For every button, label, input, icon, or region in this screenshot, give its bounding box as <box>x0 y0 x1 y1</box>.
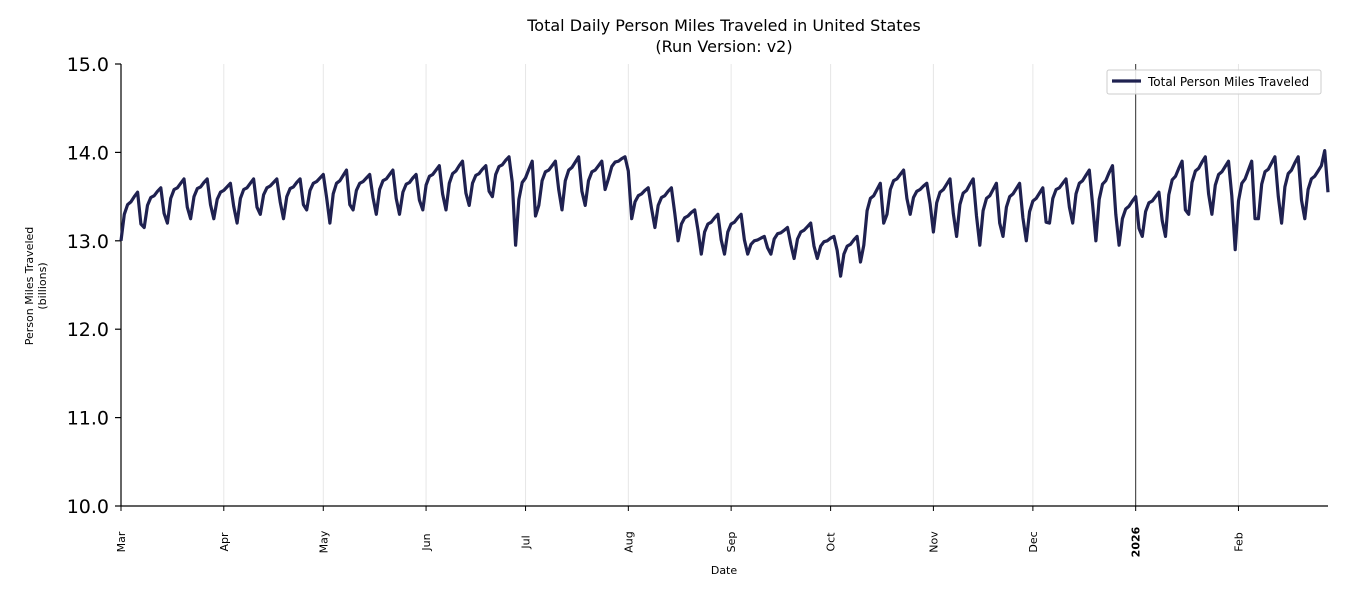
y-tick-label: 13.0 <box>67 231 109 253</box>
x-tick-label: Apr <box>218 532 231 552</box>
y-axis-label-line2: (billions) <box>36 262 49 309</box>
x-axis: Mar Apr May Jun Jul Aug Sep Oct Nov Dec 2026 Feb <box>115 506 1245 557</box>
x-tick-label: May <box>317 530 330 553</box>
y-axis: 10.0 11.0 12.0 13.0 14.0 15.0 <box>67 54 121 518</box>
x-tick-label: Feb <box>1232 532 1245 551</box>
chart-subtitle: (Run Version: v2) <box>655 37 792 56</box>
legend-box <box>1106 69 1322 95</box>
y-tick-label: 12.0 <box>67 319 109 341</box>
y-tick-label: 15.0 <box>67 54 109 76</box>
series-line-total-person-miles <box>119 149 1330 278</box>
x-tick-label: Dec <box>1027 531 1040 552</box>
x-tick-label: Jun <box>420 533 433 551</box>
x-tick-label: 2026 <box>1130 526 1143 557</box>
y-tick-label: 14.0 <box>67 142 109 164</box>
legend: Total Person Miles Traveled <box>1106 69 1322 95</box>
y-tick-label: 10.0 <box>67 496 109 518</box>
y-tick-label: 11.0 <box>67 408 109 430</box>
legend-label: Total Person Miles Traveled <box>1147 75 1309 89</box>
x-tick-label: Oct <box>825 532 838 552</box>
grid-lines <box>120 64 1239 506</box>
x-tick-label: Mar <box>115 531 128 552</box>
x-tick-label: Jul <box>520 535 533 549</box>
chart-title: Total Daily Person Miles Traveled in Uni… <box>526 16 921 35</box>
y-axis-label-line1: Person Miles Traveled <box>23 227 36 346</box>
x-tick-label: Nov <box>927 531 940 553</box>
x-tick-label: Aug <box>622 531 635 552</box>
x-axis-label: Date <box>711 564 738 577</box>
x-tick-label: Sep <box>725 532 738 553</box>
